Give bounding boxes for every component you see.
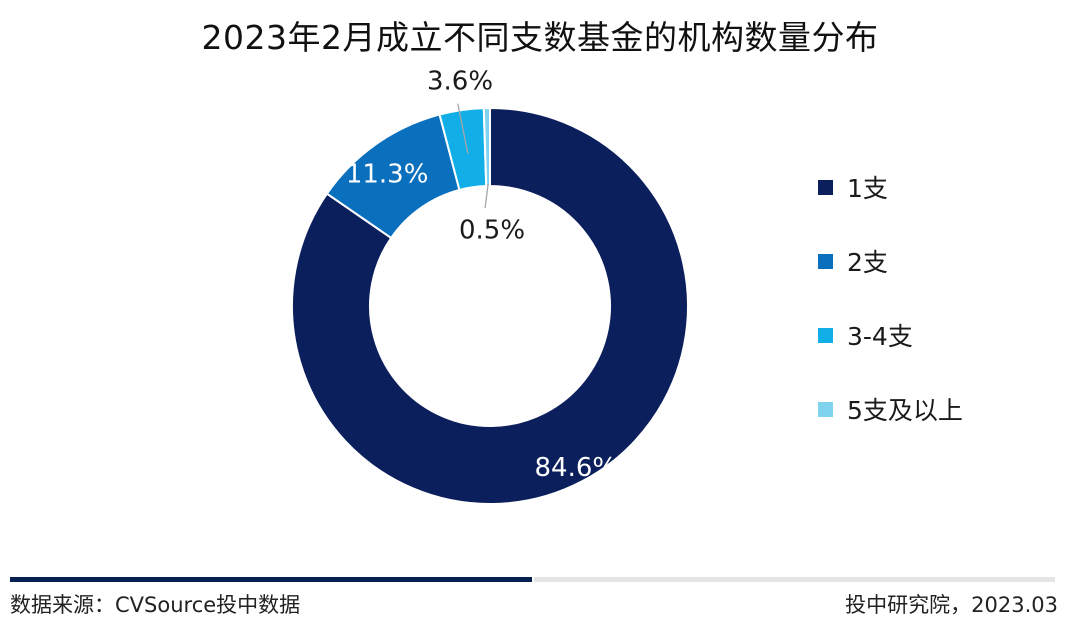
- legend: 1支 2支 3-4支 5支及以上: [818, 168, 963, 464]
- leader-lines: [457, 103, 489, 209]
- legend-label-1: 1支: [847, 174, 888, 203]
- donut-slices: [291, 106, 689, 505]
- data-label-3-4: 3.6%: [427, 67, 493, 97]
- slice-1[interactable]: [291, 106, 689, 505]
- footer-rule-dark: [10, 577, 532, 582]
- legend-item-1[interactable]: 1支: [818, 168, 963, 206]
- leader-line-5-plus: [484, 183, 489, 209]
- legend-swatch-3-4: [818, 327, 833, 343]
- credit-note: 投中研究院，2023.03: [845, 593, 1058, 617]
- footer-rule-light: [534, 577, 1055, 582]
- donut-chart: 84.6% 11.3% 3.6% 0.5%: [291, 67, 689, 505]
- legend-item-3-4[interactable]: 3-4支: [818, 316, 963, 354]
- legend-item-5-plus[interactable]: 5支及以上: [818, 390, 963, 428]
- data-label-2: 11.3%: [346, 160, 429, 190]
- data-label-1: 84.6%: [535, 453, 618, 483]
- leader-line-3-4: [457, 103, 469, 154]
- legend-label-3-4: 3-4支: [847, 322, 913, 351]
- slice-5-plus[interactable]: [482, 106, 491, 188]
- legend-swatch-5-plus: [818, 401, 833, 417]
- source-note: 数据来源：CVSource投中数据: [10, 593, 301, 617]
- legend-label-5-plus: 5支及以上: [847, 396, 963, 425]
- data-label-5-plus: 0.5%: [459, 216, 525, 246]
- chart-title: 2023年2月成立不同支数基金的机构数量分布: [201, 18, 879, 57]
- legend-item-2[interactable]: 2支: [818, 242, 963, 280]
- legend-swatch-1: [818, 179, 833, 195]
- legend-label-2: 2支: [847, 248, 888, 277]
- legend-swatch-2: [818, 253, 833, 269]
- data-labels: 84.6% 11.3% 3.6% 0.5%: [346, 67, 617, 483]
